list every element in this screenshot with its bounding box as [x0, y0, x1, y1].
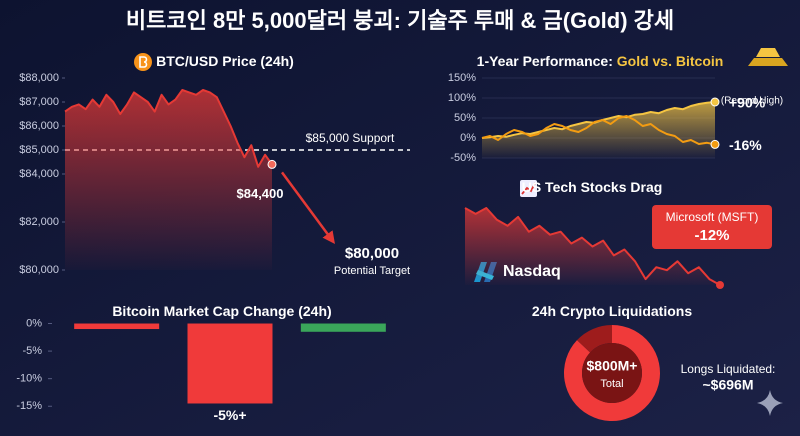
- y-tick-label: -5%: [22, 345, 42, 357]
- y-tick-label: $84,000: [19, 168, 59, 180]
- bar-annotation: -5%+: [213, 407, 246, 423]
- y-tick-label: 0%: [460, 132, 476, 144]
- bitcoin-icon: [134, 53, 152, 71]
- center-sublabel: Total: [600, 378, 623, 390]
- bar: [74, 323, 160, 330]
- sparkle-icon: [757, 390, 783, 416]
- area: [65, 90, 272, 270]
- chart-title-text: US Tech Stocks Drag: [522, 179, 663, 195]
- bar: [300, 323, 386, 332]
- y-tick-label: $88,000: [19, 72, 59, 84]
- target-label: $80,000: [345, 245, 399, 262]
- callout-box: [652, 205, 772, 249]
- chart-icon: [520, 180, 537, 197]
- donut-hole: [582, 343, 642, 403]
- point-marker: [267, 159, 277, 169]
- area: [482, 102, 715, 158]
- point-marker: [710, 139, 720, 149]
- target-note: Potential Target: [334, 265, 410, 277]
- bar: [187, 323, 273, 404]
- annotation: Longs Liquidated:: [681, 362, 776, 376]
- y-tick-label: $85,000: [19, 144, 59, 156]
- y-tick-label: $86,000: [19, 120, 59, 132]
- point-marker: [710, 97, 720, 107]
- chart-title: BTC/USD Price (24h): [156, 53, 294, 69]
- y-tick-label: -50%: [450, 152, 476, 164]
- data-label: $84,400: [237, 186, 284, 201]
- chart-title: 24h Crypto Liquidations: [532, 303, 692, 319]
- y-tick-label: $87,000: [19, 96, 59, 108]
- chart-title-highlight: Gold vs. Bitcoin: [617, 53, 724, 69]
- y-tick-label: $80,000: [19, 264, 59, 276]
- chart-title: US Tech Stocks Drag: [522, 179, 663, 195]
- gold-bar-icon: [748, 48, 788, 66]
- y-tick-label: 150%: [448, 72, 476, 84]
- chart-title: 1-Year Performance: Gold vs. Bitcoin: [477, 53, 724, 69]
- y-tick-label: $82,000: [19, 216, 59, 228]
- callout-value: -12%: [694, 227, 729, 244]
- chart-title: Bitcoin Market Cap Change (24h): [112, 303, 331, 319]
- series-name: Nasdaq: [503, 263, 561, 280]
- donut-segment: [577, 325, 612, 353]
- donut-segment: [563, 325, 660, 421]
- y-tick-label: -10%: [16, 373, 42, 385]
- y-tick-label: 50%: [454, 112, 476, 124]
- line: [481, 115, 716, 146]
- data-label: -16%: [729, 137, 762, 153]
- y-tick-label: -15%: [16, 400, 42, 412]
- annotation: (Record High): [721, 96, 783, 107]
- chart-title-text: 1-Year Performance:: [477, 53, 613, 69]
- y-tick-label: 100%: [448, 92, 476, 104]
- data-label: +90%: [729, 95, 766, 111]
- chart-title-text: BTC/USD Price (24h): [156, 53, 294, 69]
- callout-title: Microsoft (MSFT): [666, 210, 759, 224]
- chart-title-text: Bitcoin Market Cap Change (24h): [112, 303, 331, 319]
- page-title: 비트코인 8만 5,000달러 붕괴: 기술주 투매 & 금(Gold) 강세: [126, 8, 674, 33]
- chart-title-text: 24h Crypto Liquidations: [532, 303, 692, 319]
- support-label: $85,000 Support: [306, 131, 395, 145]
- y-tick-label: 0%: [26, 317, 42, 329]
- line: [64, 89, 273, 168]
- data-label: ~$696M: [703, 377, 754, 393]
- end-marker: [716, 281, 724, 289]
- line: [464, 207, 721, 286]
- center-label: $800M+: [587, 358, 638, 374]
- target-arrow: [280, 171, 335, 245]
